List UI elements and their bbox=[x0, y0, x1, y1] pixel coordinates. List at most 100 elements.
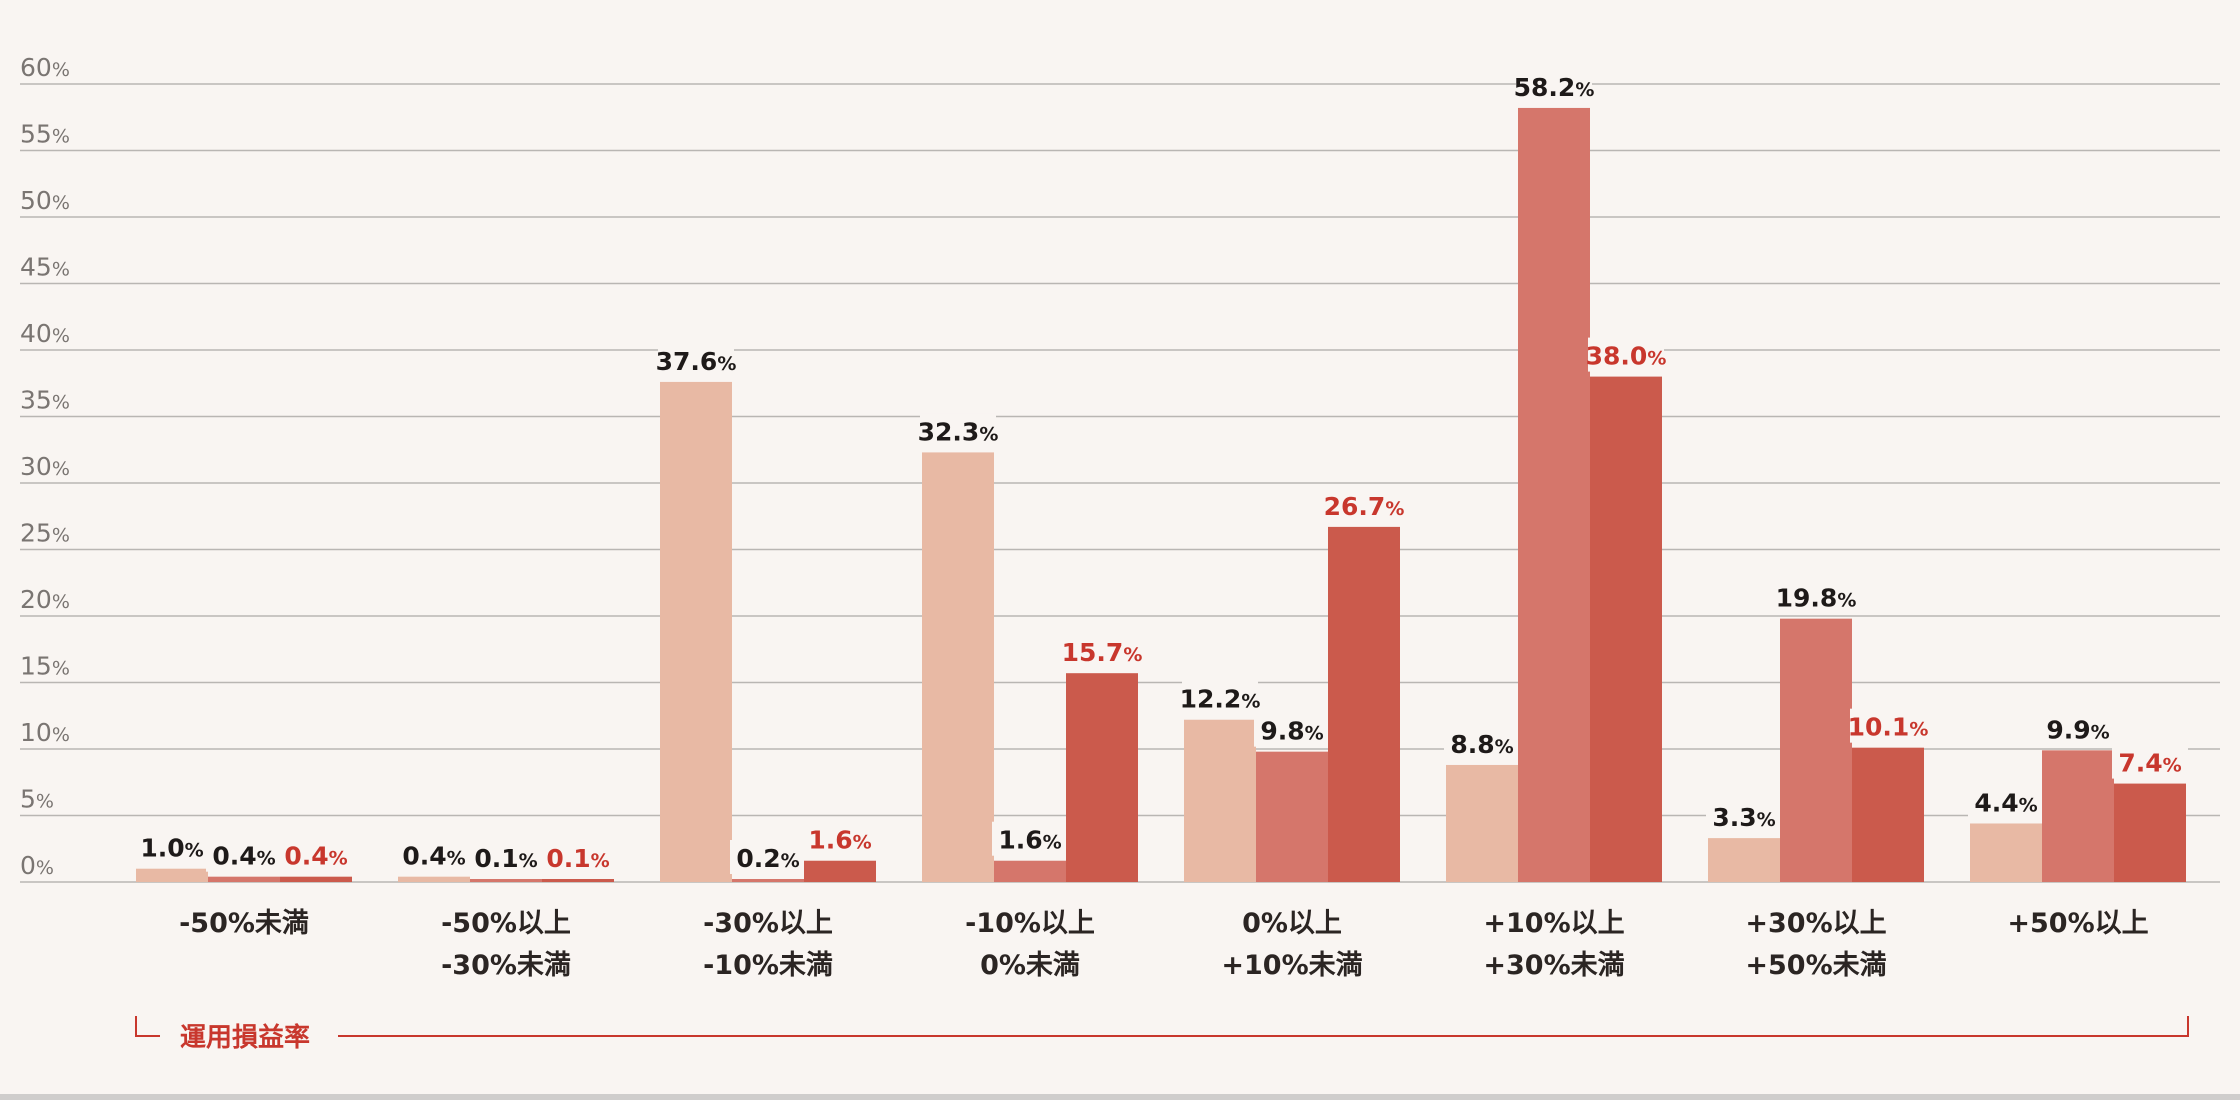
data-label-value: 0.4 bbox=[402, 842, 446, 871]
data-label-value: 9.8 bbox=[1260, 717, 1304, 746]
data-label: 37.6% bbox=[656, 347, 737, 376]
bar bbox=[542, 879, 614, 882]
data-label-value: 58.2 bbox=[1514, 73, 1576, 102]
data-label-bg bbox=[1516, 68, 1592, 103]
y-tick-value: 0 bbox=[20, 851, 36, 880]
data-label-bg bbox=[1444, 725, 1520, 760]
bar bbox=[1184, 719, 1256, 882]
bar bbox=[208, 876, 280, 882]
data-label-unit: % bbox=[2091, 721, 2110, 743]
bar bbox=[732, 879, 804, 882]
y-tick-unit: % bbox=[52, 392, 70, 414]
data-label-unit: % bbox=[185, 840, 204, 862]
y-tick-unit: % bbox=[52, 192, 70, 214]
data-label-unit: % bbox=[519, 850, 538, 872]
category-label: -10%未満 bbox=[703, 950, 833, 981]
category-label: +30%未満 bbox=[1483, 950, 1624, 981]
y-tick-value: 10 bbox=[20, 718, 52, 747]
data-label: 8.8% bbox=[1450, 730, 1513, 759]
data-label-unit: % bbox=[1495, 736, 1514, 758]
data-label-bg bbox=[2040, 711, 2116, 746]
x-axis-bracket-left bbox=[135, 1016, 160, 1037]
category-label: 0%以上 bbox=[1242, 908, 1342, 939]
data-label-unit: % bbox=[979, 423, 998, 445]
data-label-value: 38.0 bbox=[1586, 342, 1648, 371]
y-tick-label: 55% bbox=[20, 120, 70, 149]
x-axis-bracket-line bbox=[338, 1016, 2189, 1037]
y-tick-label: 0% bbox=[20, 851, 54, 880]
data-label: 15.7% bbox=[1062, 638, 1143, 667]
data-label-unit: % bbox=[1575, 79, 1594, 101]
y-tick-value: 55 bbox=[20, 120, 52, 149]
data-label: 0.1% bbox=[546, 844, 609, 873]
y-tick-value: 60 bbox=[20, 53, 52, 82]
bar bbox=[280, 876, 352, 882]
data-label-bg bbox=[992, 821, 1068, 856]
bar bbox=[994, 860, 1066, 882]
category-label: -30%以上 bbox=[703, 908, 833, 939]
y-tick-label: 50% bbox=[20, 186, 70, 215]
bar bbox=[1590, 376, 1662, 882]
data-label: 32.3% bbox=[918, 417, 999, 446]
data-label-unit: % bbox=[2163, 755, 2182, 777]
data-label-value: 1.0 bbox=[140, 834, 184, 863]
data-label-bg bbox=[206, 837, 282, 872]
data-label-value: 9.9 bbox=[2046, 715, 2090, 744]
y-tick-unit: % bbox=[52, 724, 70, 746]
bar bbox=[2042, 750, 2114, 882]
category-label: -50%以上 bbox=[441, 908, 571, 939]
data-label: 0.2% bbox=[736, 844, 799, 873]
y-tick-label: 45% bbox=[20, 253, 70, 282]
x-axis-title: 運用損益率 bbox=[180, 1022, 310, 1053]
y-tick-label: 40% bbox=[20, 319, 70, 348]
bar bbox=[1256, 751, 1328, 882]
y-tick-unit: % bbox=[52, 525, 70, 547]
data-label-value: 0.4 bbox=[212, 842, 256, 871]
y-tick-unit: % bbox=[52, 591, 70, 613]
y-tick-value: 20 bbox=[20, 585, 52, 614]
bar bbox=[398, 876, 470, 882]
data-label: 7.4% bbox=[2118, 749, 2181, 778]
data-label-bg bbox=[802, 821, 878, 856]
data-label-bg bbox=[540, 840, 616, 874]
category-label: -50%未満 bbox=[179, 908, 309, 939]
data-label-bg bbox=[1706, 799, 1782, 834]
category-label: -30%未満 bbox=[441, 950, 571, 981]
data-label-bg bbox=[1968, 784, 2044, 819]
data-label: 10.1% bbox=[1848, 713, 1929, 742]
y-tick-label: 60% bbox=[20, 53, 70, 82]
data-label-bg bbox=[1778, 579, 1854, 614]
bar bbox=[1328, 526, 1400, 882]
data-label-bg bbox=[2112, 744, 2188, 779]
y-tick-label: 10% bbox=[20, 718, 70, 747]
category-label: +50%未満 bbox=[1745, 950, 1886, 981]
data-label-bg bbox=[1254, 712, 1330, 747]
data-label-unit: % bbox=[1909, 719, 1928, 741]
bar bbox=[2114, 783, 2186, 882]
data-label-bg bbox=[658, 342, 734, 377]
y-tick-unit: % bbox=[52, 325, 70, 347]
data-label-bg bbox=[1064, 634, 1140, 669]
y-tick-unit: % bbox=[52, 458, 70, 480]
data-label-value: 12.2 bbox=[1180, 685, 1242, 714]
data-label-unit: % bbox=[1241, 691, 1260, 713]
data-label-unit: % bbox=[329, 848, 348, 870]
data-label: 26.7% bbox=[1324, 492, 1405, 521]
data-label-value: 32.3 bbox=[918, 417, 980, 446]
y-tick-unit: % bbox=[52, 59, 70, 81]
data-label-unit: % bbox=[853, 832, 872, 854]
bar bbox=[660, 381, 732, 882]
data-label-bg bbox=[1850, 708, 1926, 743]
data-label: 1.0% bbox=[140, 834, 203, 863]
data-label-value: 19.8 bbox=[1776, 584, 1838, 613]
y-tick-value: 45 bbox=[20, 253, 52, 282]
bar bbox=[1518, 107, 1590, 882]
data-label-bg bbox=[468, 840, 544, 874]
y-tick-label: 30% bbox=[20, 452, 70, 481]
data-label: 0.4% bbox=[402, 842, 465, 871]
bar bbox=[1708, 838, 1780, 882]
category-label: 0%未満 bbox=[980, 950, 1080, 981]
data-label-value: 7.4 bbox=[2118, 749, 2162, 778]
